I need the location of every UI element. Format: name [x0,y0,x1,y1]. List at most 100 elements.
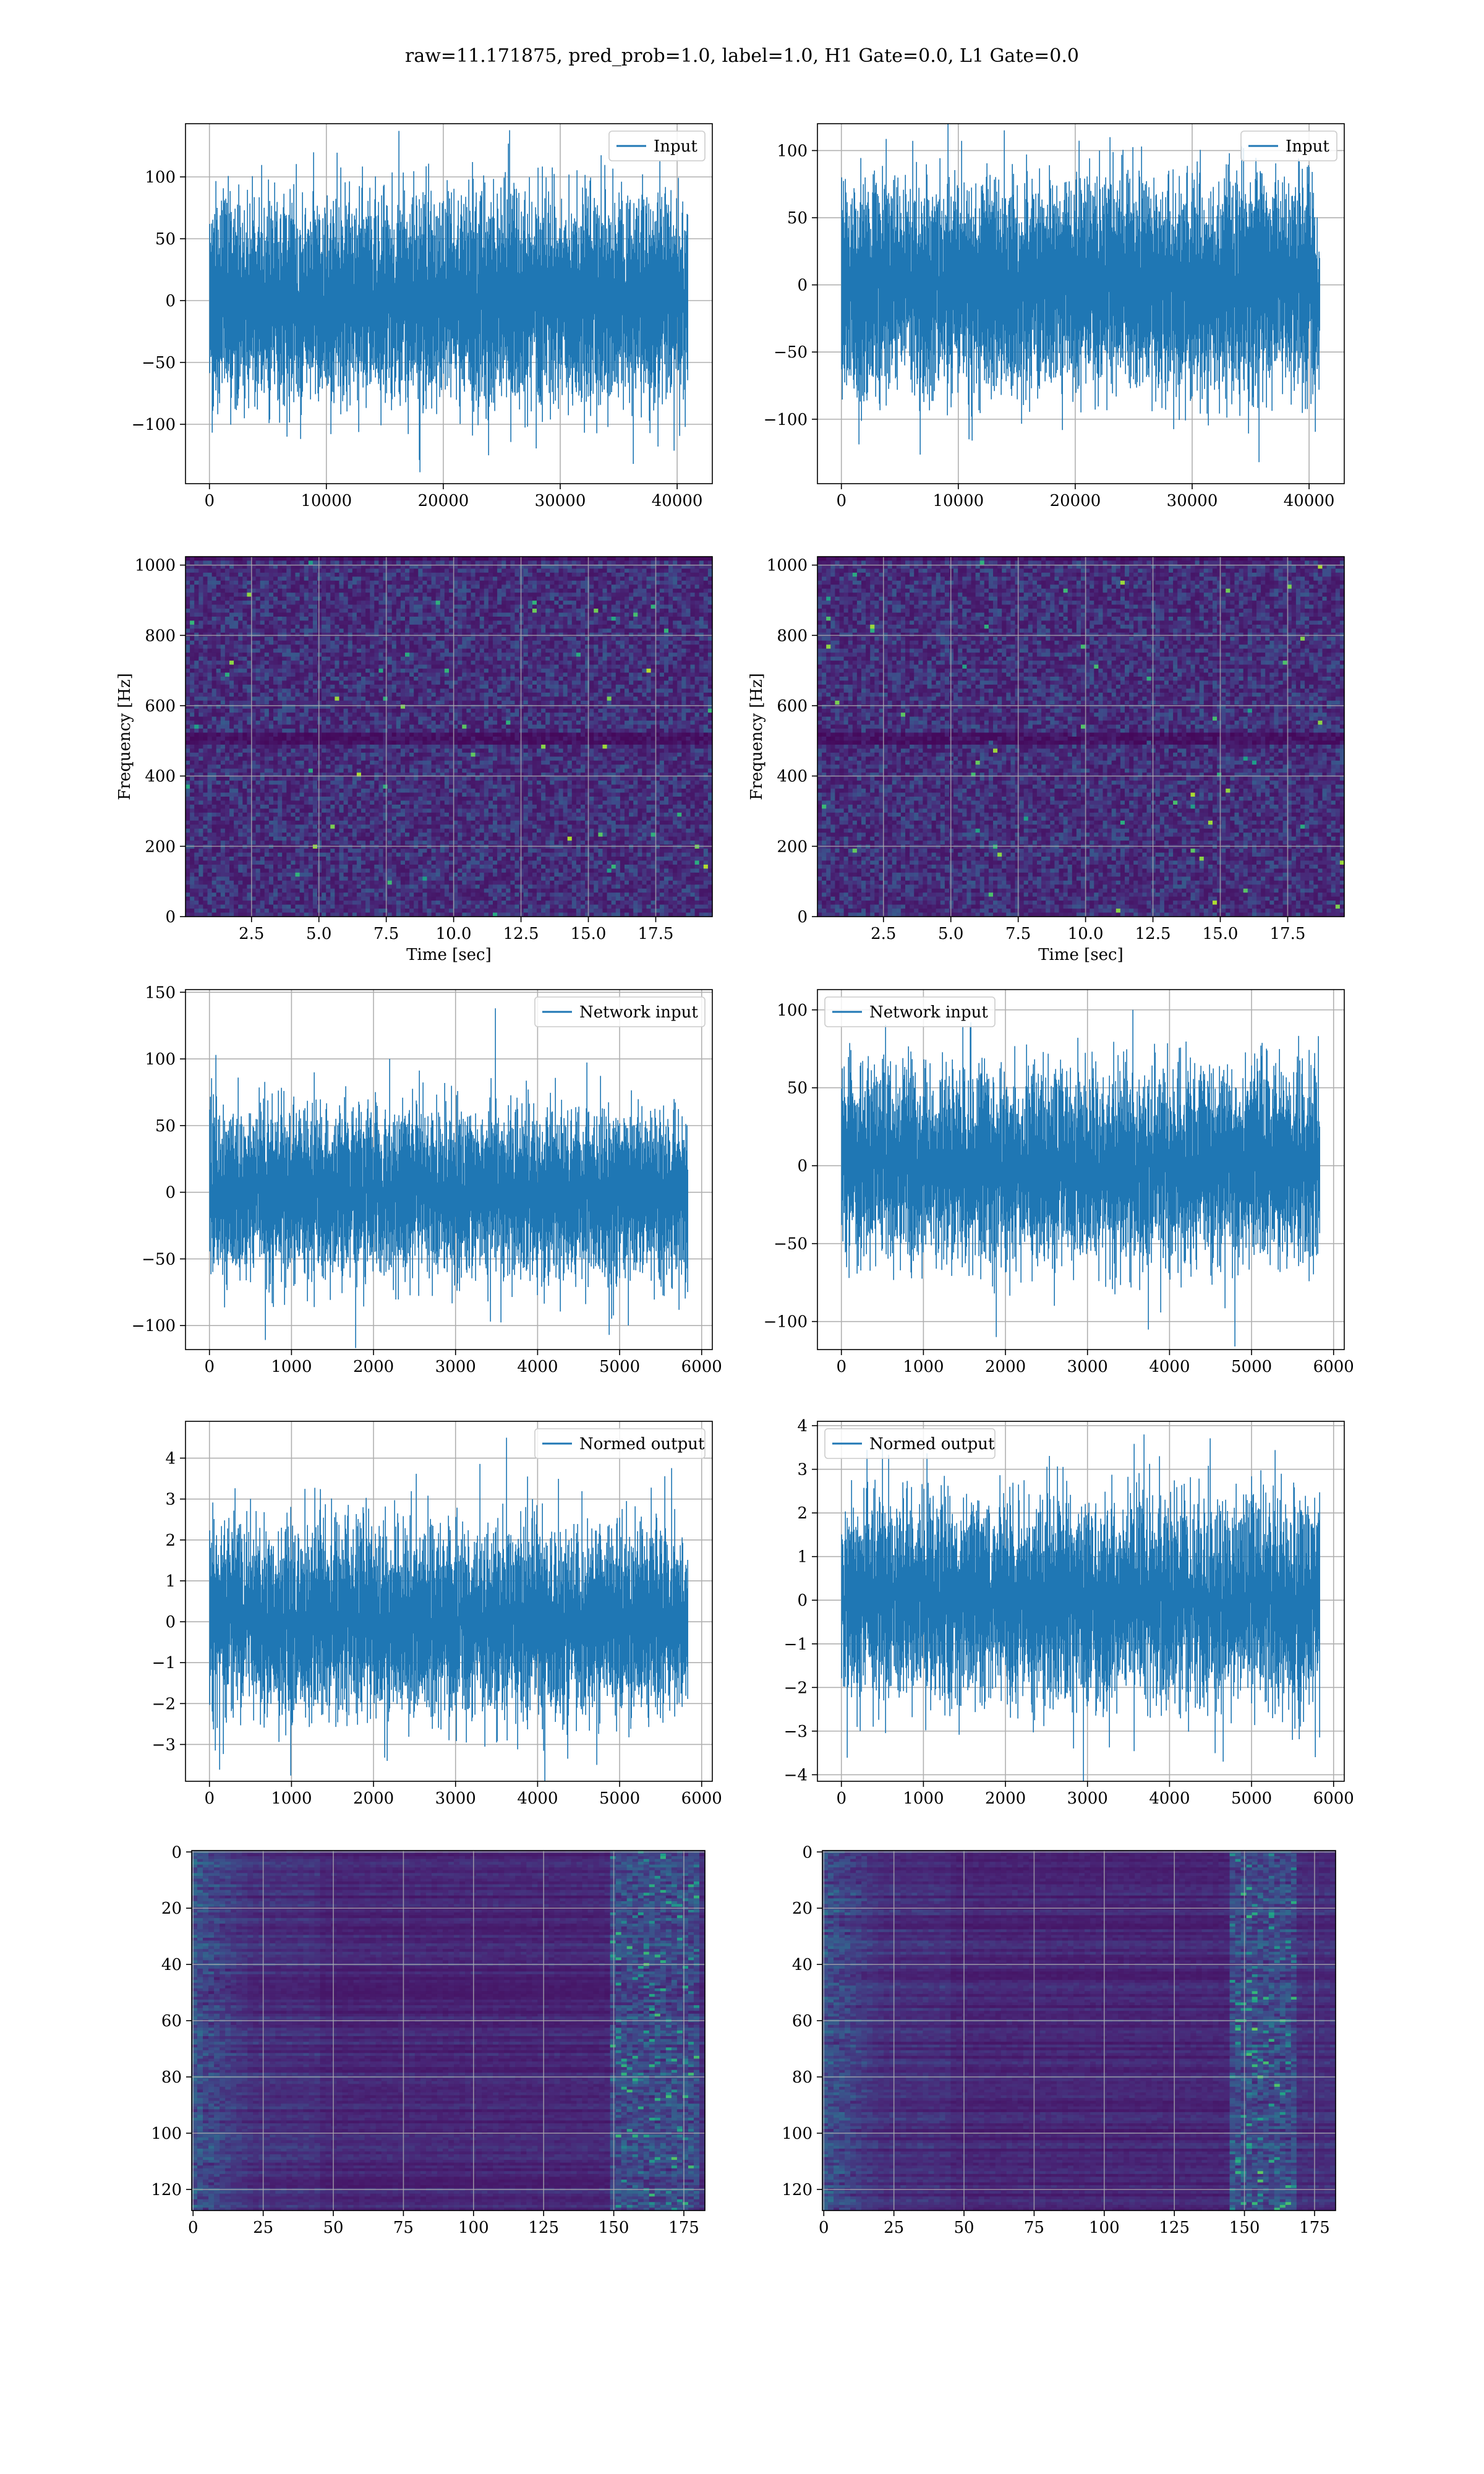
y-tick-label: −2 [784,1679,808,1697]
x-tick-label: 0 [204,492,215,510]
y-tick-label: 50 [787,209,808,228]
x-tick-label: 4000 [517,1358,558,1376]
x-tick-label: 20000 [1050,492,1101,510]
y-tick-label: −50 [774,1235,808,1254]
y-tick-label: 600 [777,697,808,716]
x-tick-label: 7.5 [1005,925,1031,943]
x-tick-label: 0 [204,1358,215,1376]
y-tick-label: 100 [777,1001,808,1020]
y-tick-label: 800 [777,627,808,645]
x-tick-label: 5000 [1231,1358,1272,1376]
x-tick-label: 0 [819,2219,829,2237]
x-tick-label: 4000 [1149,1789,1190,1808]
line-chart-7: 0 1000 2000 3000 4000 5000 6000−4−3−2−101234No… [784,1417,1354,1808]
x-tick-label: 50 [953,2219,974,2237]
y-tick-label: −100 [764,411,808,429]
legend: Network input [825,997,995,1027]
x-tick-label: 1000 [271,1358,312,1376]
y-tick-label: −100 [132,1317,176,1335]
y-tick-label: −100 [132,416,176,434]
y-tick-label: 0 [797,276,808,295]
y-tick-label: 80 [792,2068,812,2087]
x-tick-label: 175 [1299,2219,1330,2237]
y-tick-label: 60 [161,2012,182,2031]
x-tick-label: 6000 [681,1789,722,1808]
y-tick-label: 1 [797,1548,808,1567]
x-tick-label: 25 [253,2219,273,2237]
x-tick-label: 17.5 [1270,925,1306,943]
legend-label: Network input [579,1003,698,1022]
y-tick-label: 4 [165,1450,176,1468]
x-tick-label: 3000 [1067,1789,1108,1808]
x-tick-label: 20000 [418,492,469,510]
y-tick-label: −50 [774,343,808,362]
y-tick-label: −3 [784,1723,808,1741]
x-tick-label: 4000 [517,1789,558,1808]
x-tick-label: 1000 [903,1789,944,1808]
x-tick-label: 0 [836,1358,846,1376]
x-tick-label: 17.5 [638,925,674,943]
x-tick-label: 6000 [1313,1789,1354,1808]
legend: Normed output [535,1429,705,1458]
legend-label: Normed output [869,1435,995,1453]
x-tick-label: 5.0 [306,925,331,943]
x-tick-label: 10000 [932,492,984,510]
y-tick-label: 4 [797,1417,808,1436]
x-tick-label: 0 [188,2219,198,2237]
legend-label: Input [654,137,697,156]
y-axis-label: Frequency [Hz] [748,673,766,800]
y-tick-label: 40 [792,1956,812,1974]
x-tick-label: 7.5 [373,925,399,943]
x-tick-label: 150 [1229,2219,1260,2237]
x-tick-label: 100 [1089,2219,1120,2237]
y-tick-label: −100 [764,1313,808,1332]
x-tick-label: 4000 [1149,1358,1190,1376]
y-tick-label: −1 [784,1635,808,1654]
series-line [842,1434,1320,1792]
y-tick-label: 100 [777,142,808,160]
y-tick-label: 100 [782,2125,812,2143]
series-line [842,118,1320,462]
y-tick-label: −50 [142,1250,176,1269]
line-chart-4: 0 1000 2000 3000 4000 5000 6000−100−5005010015… [132,983,722,1376]
legend: Input [609,131,705,161]
series-line [210,1438,688,1792]
x-tick-label: 10000 [301,492,352,510]
y-tick-label: 1000 [135,557,176,575]
x-tick-label: 2.5 [871,925,896,943]
spectrogram-cells [817,557,1345,917]
y-tick-label: −50 [142,354,176,372]
x-tick-label: 3000 [1067,1358,1108,1376]
x-tick-label: 2000 [353,1358,394,1376]
x-tick-label: 5.0 [938,925,963,943]
y-tick-label: 100 [145,168,176,187]
x-tick-label: 25 [884,2219,904,2237]
y-tick-label: 0 [797,908,808,927]
x-tick-label: 75 [393,2219,414,2237]
y-tick-label: 80 [161,2068,182,2087]
x-tick-label: 2000 [985,1358,1026,1376]
legend-label: Input [1286,137,1329,156]
x-tick-label: 150 [599,2219,629,2237]
x-tick-label: 12.5 [1135,925,1171,943]
y-tick-label: 1000 [767,557,808,575]
y-tick-label: 20 [161,1899,182,1918]
x-tick-label: 40000 [652,492,703,510]
y-tick-label: 0 [797,1591,808,1610]
y-axis-label: Frequency [Hz] [116,673,134,800]
x-tick-label: 5000 [599,1789,640,1808]
x-tick-label: 40000 [1284,492,1335,510]
spectrogram-cells [186,557,713,917]
y-tick-label: 0 [797,1157,808,1176]
x-tick-label: 175 [668,2219,699,2237]
x-tick-label: 1000 [903,1358,944,1376]
y-tick-label: 50 [155,1117,176,1136]
y-tick-label: 100 [151,2125,182,2143]
y-tick-label: 200 [145,837,176,856]
y-tick-label: 0 [165,292,176,310]
x-tick-label: 6000 [681,1358,722,1376]
spectrogram-2: 2.5 5.0 7.5 10.0 12.5 15.0 17.5020040060080010… [116,557,713,964]
x-tick-label: 100 [458,2219,489,2237]
series-line [210,131,688,473]
